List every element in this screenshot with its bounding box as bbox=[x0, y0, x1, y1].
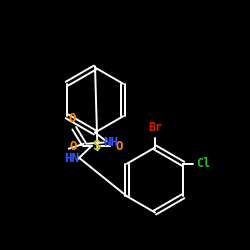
Text: O: O bbox=[115, 140, 122, 153]
Text: Cl: Cl bbox=[196, 157, 210, 170]
Text: HN: HN bbox=[64, 152, 79, 165]
Text: S: S bbox=[92, 139, 100, 153]
Text: Br: Br bbox=[148, 121, 162, 134]
Text: O: O bbox=[70, 140, 78, 153]
Text: O: O bbox=[68, 112, 76, 124]
Text: NH: NH bbox=[104, 136, 119, 149]
